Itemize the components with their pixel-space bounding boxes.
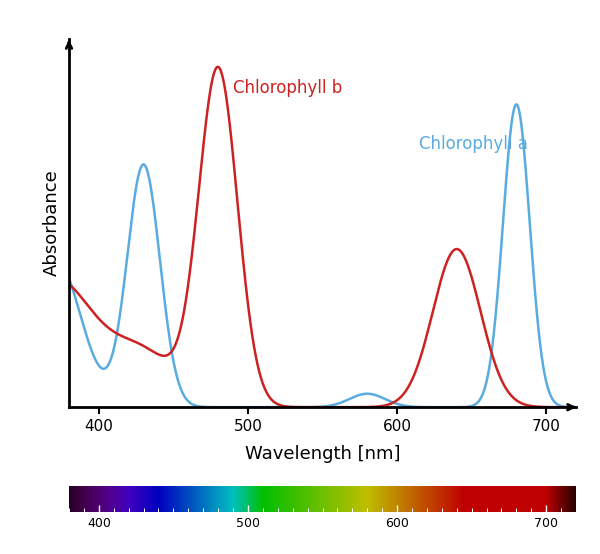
X-axis label: Wavelength [nm]: Wavelength [nm]: [245, 445, 400, 463]
Text: Chlorophyll b: Chlorophyll b: [233, 79, 342, 97]
Text: Chlorophyll a: Chlorophyll a: [419, 135, 529, 153]
Y-axis label: Absorbance: Absorbance: [43, 170, 61, 276]
